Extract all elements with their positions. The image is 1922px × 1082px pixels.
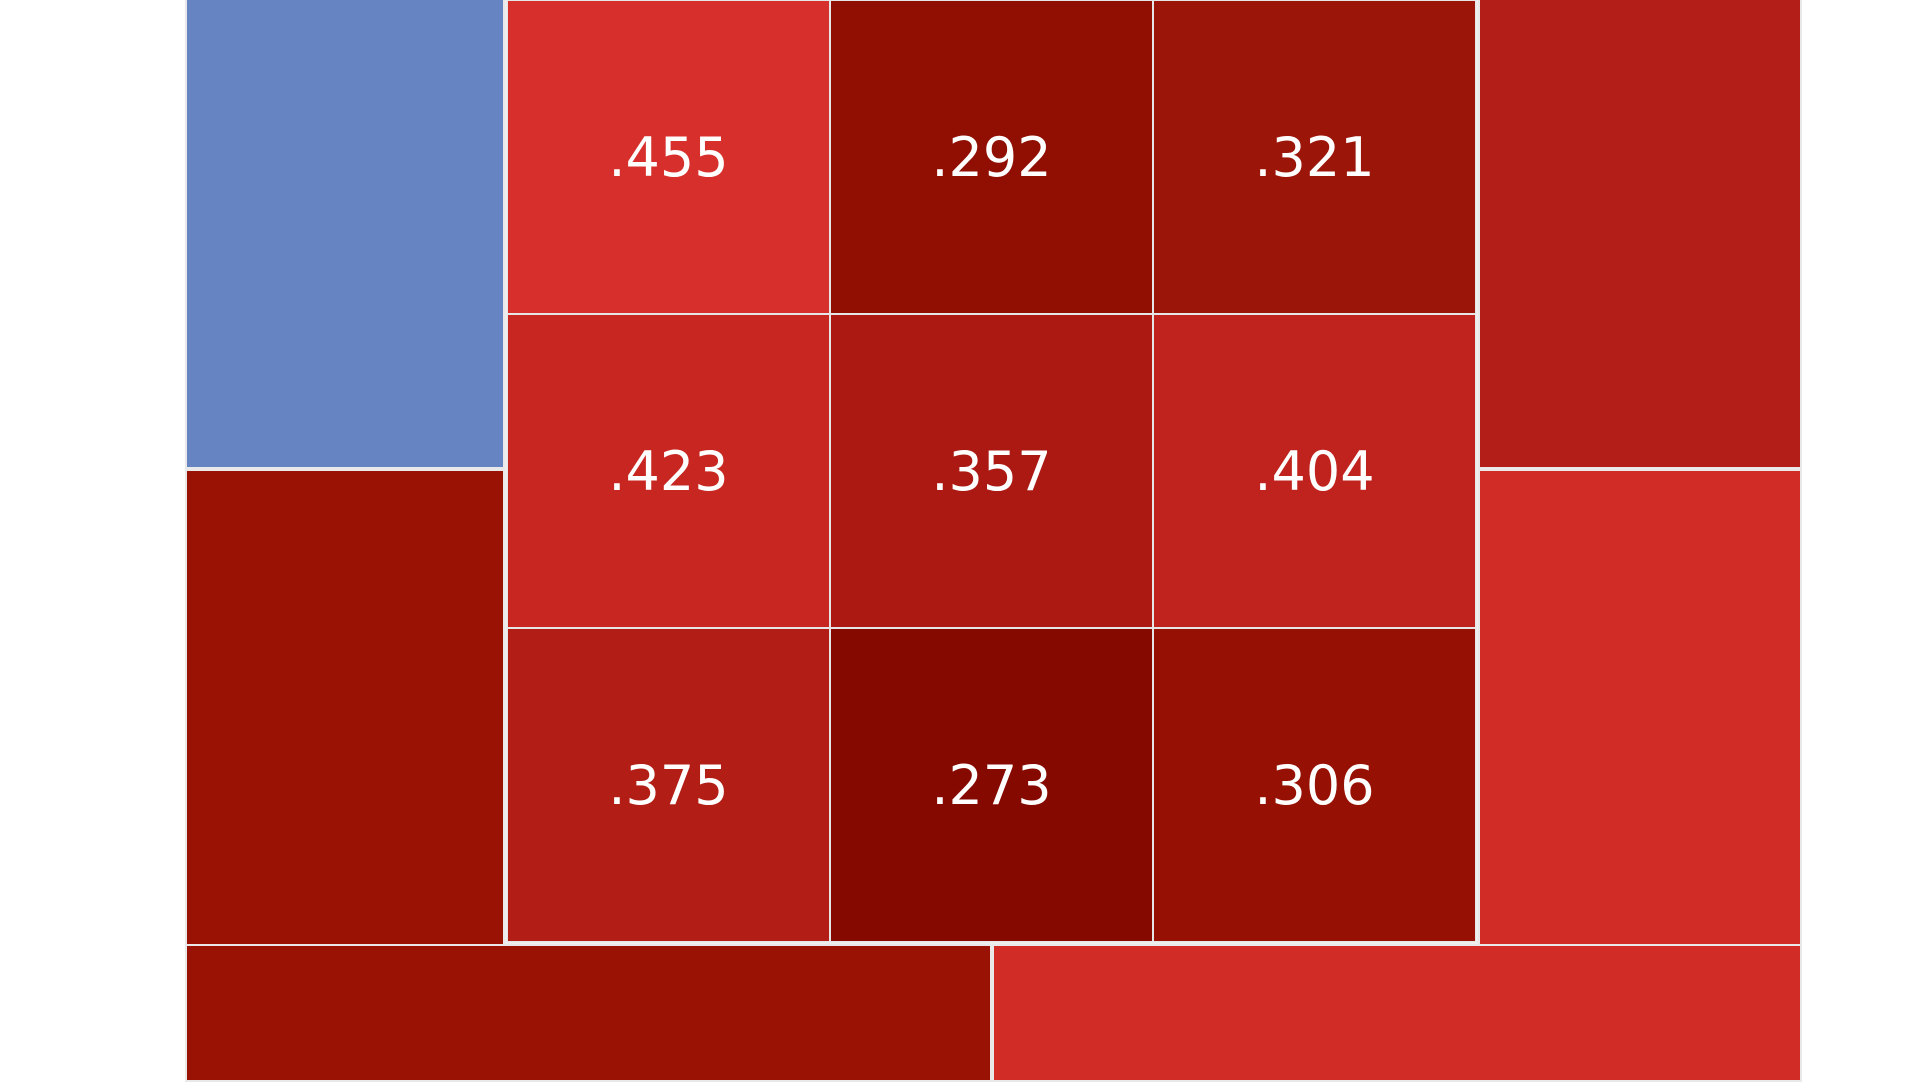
outer-zone-bottom-left xyxy=(185,944,992,1082)
heatmap-cell: .404 xyxy=(1153,314,1476,628)
outer-zone-top-left xyxy=(185,0,505,469)
heatmap-cell: .306 xyxy=(1153,628,1476,942)
heatmap-cell: .455 xyxy=(507,0,830,314)
heatmap-cell: .321 xyxy=(1153,0,1476,314)
heatmap-cell: .273 xyxy=(830,628,1153,942)
outer-zone-bottom-right xyxy=(992,944,1802,1082)
inner-grid: .455.292.321 .423.357.404 .375.273.306 xyxy=(505,0,1478,944)
outer-zone-top-right xyxy=(1478,0,1802,469)
heatmap-cell: .292 xyxy=(830,0,1153,314)
heatmap-cell: .357 xyxy=(830,314,1153,628)
heatmap-cell: .375 xyxy=(507,628,830,942)
heatmap-cell: .423 xyxy=(507,314,830,628)
